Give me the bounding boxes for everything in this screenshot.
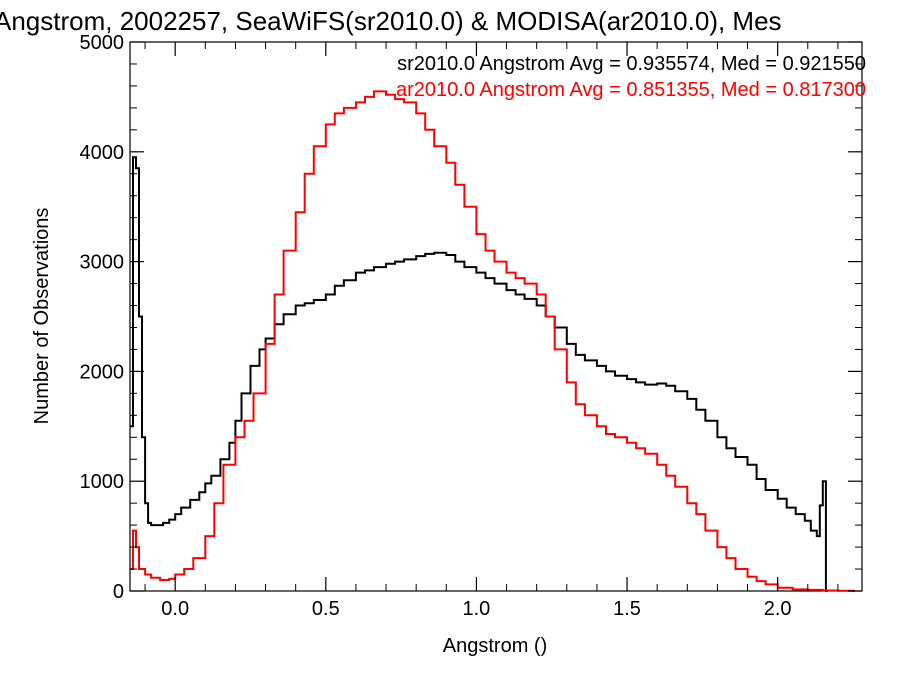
- chart-title-strip: Angstrom, 2002257, SeaWiFS(sr2010.0) & M…: [0, 6, 900, 46]
- y-tick-label: 2000: [80, 361, 125, 383]
- series-layer: [130, 90, 855, 592]
- series-line-0: [130, 156, 828, 592]
- chart-title: Angstrom, 2002257, SeaWiFS(sr2010.0) & M…: [0, 6, 782, 36]
- y-tick-label: 3000: [80, 252, 125, 274]
- ticks-layer: [130, 41, 862, 592]
- y-tick-label: 4000: [80, 142, 125, 164]
- annotation-ar2010: ar2010.0 Angstrom Avg = 0.851355, Med = …: [396, 79, 866, 101]
- x-tick-label: 1.0: [463, 598, 491, 620]
- y-tick-label: 5000: [80, 32, 125, 54]
- series-line-1: [130, 90, 855, 592]
- x-tick-label: 0.5: [312, 598, 340, 620]
- annotation-sr2010: sr2010.0 Angstrom Avg = 0.935574, Med = …: [397, 53, 866, 75]
- y-tick-label: 1000: [80, 471, 125, 493]
- labels-layer: 0.0 0.5 1.0 1.5 2.0 0 1000 2000 3000 4000 5000: [80, 32, 792, 620]
- x-tick-label: 0.0: [161, 598, 189, 620]
- y-axis-label: Number of Observations: [31, 208, 53, 425]
- plot-border: [129, 41, 863, 592]
- plot-frame: [129, 41, 863, 592]
- x-axis-label: Angstrom (): [443, 635, 547, 657]
- y-tick-label: 0: [113, 581, 124, 603]
- x-tick-label: 1.5: [613, 598, 641, 620]
- x-tick-label: 2.0: [764, 598, 792, 620]
